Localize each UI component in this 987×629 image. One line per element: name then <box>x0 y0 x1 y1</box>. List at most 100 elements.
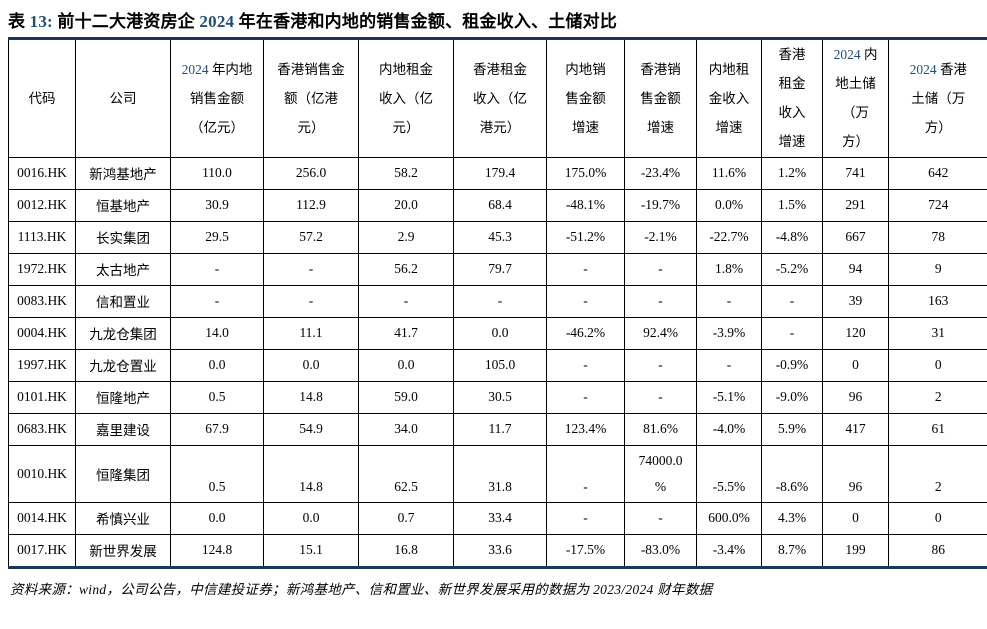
company-cell: 太古地产 <box>76 253 171 285</box>
value-cell: 96 <box>823 445 889 502</box>
value-cell: 81.6% <box>625 413 697 445</box>
value-cell: 74000.0% <box>625 445 697 502</box>
header-row: 代码 公司 2024 年内地销售金额（亿元） 香港销售金额（亿港元） 内地租金收… <box>9 40 987 157</box>
value-cell: - <box>359 285 454 317</box>
code-cell: 1113.HK <box>9 221 76 253</box>
value-cell: - <box>625 381 697 413</box>
value-cell: - <box>547 502 625 534</box>
value-cell: 175.0% <box>547 157 625 189</box>
value-cell: 1.5% <box>762 189 823 221</box>
company-cell: 嘉里建设 <box>76 413 171 445</box>
value-cell: 124.8 <box>171 534 264 566</box>
col-header-mainland-sales-growth: 内地销售金额增速 <box>547 40 625 157</box>
value-cell: -48.1% <box>547 189 625 221</box>
company-cell: 恒隆集团 <box>76 445 171 502</box>
value-cell: 33.6 <box>454 534 547 566</box>
value-cell: 0.5 <box>171 381 264 413</box>
value-cell: -8.6% <box>762 445 823 502</box>
source-note: 资料来源：wind，公司公告，中信建投证券；新鸿基地产、信和置业、新世界发展采用… <box>10 578 987 598</box>
value-cell: 29.5 <box>171 221 264 253</box>
company-cell: 长实集团 <box>76 221 171 253</box>
table-header: 代码 公司 2024 年内地销售金额（亿元） 香港销售金额（亿港元） 内地租金收… <box>9 40 987 157</box>
value-cell: - <box>625 285 697 317</box>
value-cell: 667 <box>823 221 889 253</box>
value-cell: 11.6% <box>697 157 762 189</box>
col-header-hk-rent-growth: 香港租金收入增速 <box>762 40 823 157</box>
value-cell: 1.2% <box>762 157 823 189</box>
col-header-hk-landbank: 2024 香港土储（万方） <box>889 40 987 157</box>
value-cell: - <box>171 285 264 317</box>
value-cell: 179.4 <box>454 157 547 189</box>
value-cell: 0.0 <box>264 502 359 534</box>
value-cell: 14.0 <box>171 317 264 349</box>
comparison-table: 代码 公司 2024 年内地销售金额（亿元） 香港销售金额（亿港元） 内地租金收… <box>8 40 987 566</box>
value-cell: 163 <box>889 285 987 317</box>
company-cell: 希慎兴业 <box>76 502 171 534</box>
company-cell: 恒基地产 <box>76 189 171 221</box>
value-cell: 0 <box>889 502 987 534</box>
value-cell: 62.5 <box>359 445 454 502</box>
value-cell: 30.9 <box>171 189 264 221</box>
col-header-hk-sales: 香港销售金额（亿港元） <box>264 40 359 157</box>
value-cell: 15.1 <box>264 534 359 566</box>
value-cell: -23.4% <box>625 157 697 189</box>
value-cell: - <box>454 285 547 317</box>
col-header-hk-sales-growth: 香港销售金额增速 <box>625 40 697 157</box>
value-cell: - <box>697 349 762 381</box>
value-cell: 67.9 <box>171 413 264 445</box>
value-cell: -0.9% <box>762 349 823 381</box>
value-cell: 16.8 <box>359 534 454 566</box>
col-header-mainland-sales: 2024 年内地销售金额（亿元） <box>171 40 264 157</box>
value-cell: 61 <box>889 413 987 445</box>
value-cell: 30.5 <box>454 381 547 413</box>
col-header-hk-rent: 香港租金收入（亿港元） <box>454 40 547 157</box>
value-cell: 5.9% <box>762 413 823 445</box>
value-cell: -4.8% <box>762 221 823 253</box>
value-cell: -9.0% <box>762 381 823 413</box>
col-header-company: 公司 <box>76 40 171 157</box>
value-cell: 96 <box>823 381 889 413</box>
value-cell: 31 <box>889 317 987 349</box>
value-cell: 9 <box>889 253 987 285</box>
value-cell: - <box>625 349 697 381</box>
value-cell: 0.0 <box>171 502 264 534</box>
table-title: 表 13: 前十二大港资房企 2024 年在香港和内地的销售金额、租金收入、土储… <box>8 7 987 32</box>
value-cell: 123.4% <box>547 413 625 445</box>
value-cell: -5.2% <box>762 253 823 285</box>
value-cell: 199 <box>823 534 889 566</box>
value-cell: 0.0 <box>264 349 359 381</box>
value-cell: 31.8 <box>454 445 547 502</box>
value-cell: - <box>697 285 762 317</box>
value-cell: 120 <box>823 317 889 349</box>
value-cell: -3.4% <box>697 534 762 566</box>
value-cell: 417 <box>823 413 889 445</box>
value-cell: -51.2% <box>547 221 625 253</box>
value-cell: 58.2 <box>359 157 454 189</box>
value-cell: 110.0 <box>171 157 264 189</box>
code-cell: 0083.HK <box>9 285 76 317</box>
value-cell: 642 <box>889 157 987 189</box>
value-cell: 8.7% <box>762 534 823 566</box>
value-cell: 4.3% <box>762 502 823 534</box>
value-cell: 600.0% <box>697 502 762 534</box>
value-cell: 79.7 <box>454 253 547 285</box>
company-cell: 九龙仓置业 <box>76 349 171 381</box>
value-cell: 741 <box>823 157 889 189</box>
value-cell: 0 <box>889 349 987 381</box>
value-cell: - <box>547 445 625 502</box>
value-cell: - <box>762 317 823 349</box>
code-cell: 0012.HK <box>9 189 76 221</box>
value-cell: 86 <box>889 534 987 566</box>
company-cell: 九龙仓集团 <box>76 317 171 349</box>
value-cell: 0.5 <box>171 445 264 502</box>
company-cell: 新世界发展 <box>76 534 171 566</box>
